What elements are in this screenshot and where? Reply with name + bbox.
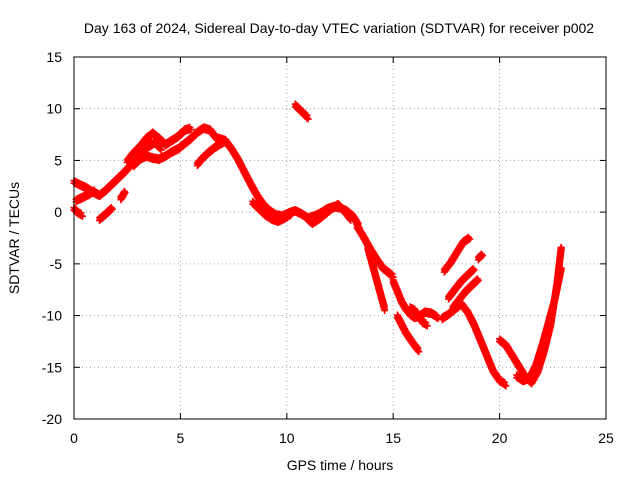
data-point	[388, 270, 396, 278]
data-point	[470, 266, 478, 274]
series-track-b	[70, 203, 87, 220]
data-point	[466, 235, 474, 243]
data-point	[413, 343, 421, 351]
y-tick-label: -10	[42, 308, 62, 324]
series-track-w	[474, 250, 487, 264]
data-point	[501, 378, 509, 386]
data-point	[108, 205, 116, 213]
data-point	[287, 211, 295, 219]
x-tick-label: 5	[177, 430, 185, 446]
x-tick-label: 20	[492, 430, 508, 446]
data-point	[431, 310, 439, 318]
y-tick-label: 15	[46, 49, 62, 65]
data-point	[474, 276, 482, 284]
data-point	[91, 187, 99, 195]
data-point	[414, 344, 422, 352]
data-point	[155, 141, 163, 149]
x-tick-label: 15	[385, 430, 401, 446]
y-tick-label: -20	[42, 411, 62, 427]
series-track-u	[445, 265, 478, 303]
data-point	[79, 212, 87, 220]
data-point	[499, 378, 507, 386]
grid	[74, 57, 606, 419]
data-point	[557, 244, 565, 252]
data-point	[415, 348, 423, 356]
series-track-f	[123, 123, 195, 166]
series-track-q	[393, 311, 423, 356]
series-track-o	[364, 242, 389, 314]
data-point	[302, 110, 310, 118]
series-track-m	[291, 100, 312, 123]
series-track-v	[449, 275, 482, 313]
data-point	[187, 125, 195, 133]
chart-title: Day 163 of 2024, Sidereal Day-to-day VTE…	[84, 20, 594, 36]
x-axis-label: GPS time / hours	[287, 457, 394, 473]
data-point	[479, 252, 487, 260]
data-point	[381, 306, 389, 314]
data-point	[422, 319, 430, 327]
y-tick-label: 10	[46, 101, 62, 117]
y-tick-label: -15	[42, 359, 62, 375]
series-track-d	[96, 203, 116, 224]
series-track-r	[406, 303, 431, 330]
data-point	[557, 265, 565, 273]
data-point	[77, 209, 85, 217]
y-tick-label: 0	[54, 204, 62, 220]
data-point	[303, 111, 311, 119]
data-point	[304, 115, 312, 123]
series-track-k	[249, 197, 295, 226]
data-point	[211, 131, 219, 139]
data-point	[157, 146, 165, 154]
data-point	[423, 322, 431, 330]
data-point	[502, 382, 510, 390]
x-tick-label: 25	[598, 430, 614, 446]
series-track-s	[438, 299, 510, 390]
series-track-t	[440, 233, 474, 276]
y-tick-label: 5	[54, 152, 62, 168]
data-point	[347, 216, 355, 224]
plot-frame	[73, 56, 607, 420]
data-point	[121, 188, 129, 196]
data-series	[70, 100, 565, 390]
data-point	[346, 213, 354, 221]
axis-ticks: 0 5 10 15 20 25 -20 -15 -10 -5 0 5 10 15	[42, 49, 614, 446]
y-tick-label: -5	[50, 256, 63, 272]
y-axis-label: SDTVAR / TECUs	[6, 182, 22, 294]
x-tick-label: 0	[70, 430, 78, 446]
series-track-e	[117, 187, 129, 204]
series-track-y	[513, 264, 565, 386]
data-point	[433, 311, 441, 319]
x-tick-label: 10	[279, 430, 295, 446]
data-point	[156, 142, 164, 150]
series-track-h	[138, 137, 165, 156]
data-point	[345, 211, 353, 219]
series-track-l	[302, 199, 355, 229]
